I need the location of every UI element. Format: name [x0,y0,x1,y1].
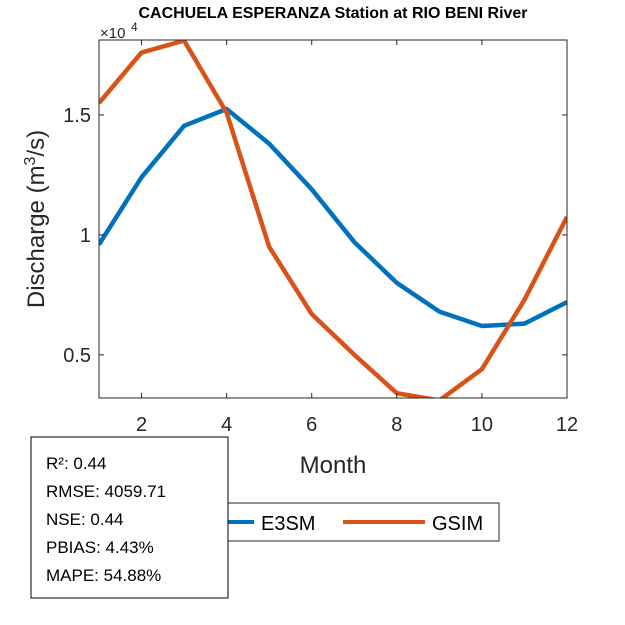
series-line-gsim [99,40,567,398]
stat-rmse: RMSE: 4059.71 [46,482,166,501]
x-tick-label: 12 [556,414,578,436]
series-line-e3sm [99,106,567,329]
legend-label-e3sm: E3SM [261,513,315,535]
axes-box [98,39,568,399]
stats-box: R²: 0.44 RMSE: 4059.71 NSE: 0.44 PBIAS: … [30,436,229,599]
y-label-end: /s) [23,130,50,157]
y-label-sup: 3 [22,156,39,165]
y-exponent-base: ×10 [100,25,125,42]
legend: E3SM GSIM [199,502,500,542]
legend-label-gsim: GSIM [432,513,483,535]
chart-title: CACHUELA ESPERANZA Station at RIO BENI R… [138,5,527,22]
y-tick-label: 1.5 [63,105,91,127]
x-tick-label: 6 [306,414,317,436]
y-tick-label: 1 [80,225,91,247]
x-tick-label: 4 [221,414,232,436]
ticks-layer: 2 4 6 8 10 12 0.5 1 1.5 [63,40,578,436]
y-exponent: 4 [131,20,138,34]
x-tick-label: 8 [391,414,402,436]
series-layer [99,40,567,398]
stats-box-frame [30,436,229,599]
x-tick-label: 10 [471,414,493,436]
x-tick-label: 2 [136,414,147,436]
stat-r2: R²: 0.44 [46,454,106,473]
stat-pbias: PBIAS: 4.43% [46,538,154,557]
y-tick-label: 0.5 [63,345,91,367]
y-axis-label: Discharge (m3/s) [22,130,50,308]
y-label-main: Discharge (m [23,165,50,308]
stat-mape: MAPE: 54.88% [46,566,161,585]
stat-nse: NSE: 0.44 [46,510,124,529]
x-axis-label: Month [300,452,367,479]
